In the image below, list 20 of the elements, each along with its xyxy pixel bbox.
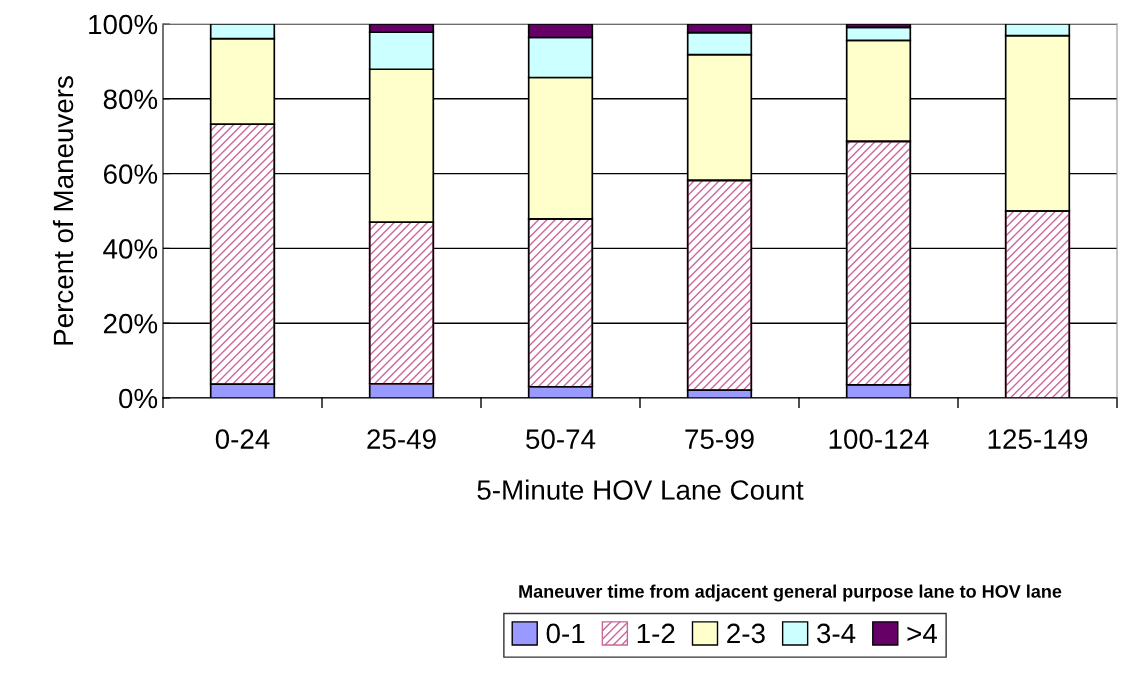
x-tick-label: 0-24 [215, 429, 270, 449]
x-tick-label: 25-49 [367, 429, 436, 449]
y-tick-label: 20% [103, 313, 158, 334]
y-axis-title: Percent of Maneuvers [52, 76, 74, 345]
y-tick-label: 100% [89, 14, 158, 35]
y-tick-label: 40% [103, 239, 158, 259]
y-tick-label: 80% [103, 89, 158, 110]
legend-label: >4 [907, 623, 937, 644]
legend-label: 0-1 [546, 623, 585, 644]
y-tick-label: 0% [119, 388, 158, 409]
x-tick-label: 50-74 [526, 429, 596, 449]
x-axis-title: 5-Minute HOV Lane Count [477, 479, 804, 500]
y-tick-label: 60% [103, 164, 158, 184]
legend-title: Maneuver time from adjacent general purpose lane to HOV lane [519, 584, 1062, 602]
x-tick-label: 125-149 [988, 429, 1088, 449]
x-tick-label: 100-124 [829, 429, 929, 449]
legend-label: 2-3 [727, 623, 765, 644]
x-tick-label: 75-99 [685, 429, 754, 449]
legend-label: 3-4 [817, 623, 856, 644]
legend-label: 1-2 [637, 623, 675, 644]
